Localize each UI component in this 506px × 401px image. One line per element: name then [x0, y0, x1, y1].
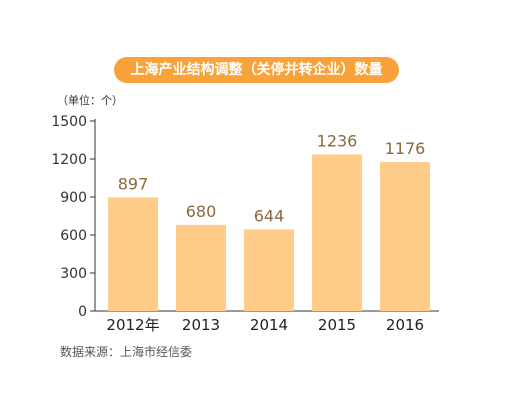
y-tick-label: 0 [78, 304, 87, 320]
bar [312, 154, 362, 311]
bar-value-label: 1176 [385, 139, 426, 158]
category-label: 2016 [386, 316, 424, 334]
category-labels: 2012年 2013 2014 2015 2016 [106, 316, 424, 334]
y-tick-label: 300 [60, 266, 87, 282]
y-tick-label: 1500 [51, 114, 87, 130]
category-label: 2014 [250, 316, 288, 334]
bars [108, 154, 430, 311]
value-labels: 897 680 644 1236 1176 [118, 131, 426, 225]
y-tick-label: 1200 [51, 152, 87, 168]
category-label: 2012年 [106, 316, 159, 334]
bar [244, 229, 294, 311]
chart-title: 上海产业结构调整（关停并转企业）数量 [114, 57, 399, 83]
bar-value-label: 680 [186, 202, 217, 221]
category-label: 2015 [318, 316, 356, 334]
bar-value-label: 1236 [317, 131, 358, 150]
unit-label: （单位：个） [57, 94, 123, 107]
bar [176, 224, 226, 311]
y-tick-label: 600 [60, 228, 87, 244]
y-axis: 0 300 600 900 1200 1500 [51, 114, 96, 320]
bar [380, 162, 430, 311]
source-note: 数据来源：上海市经信委 [60, 345, 193, 359]
category-label: 2013 [182, 316, 220, 334]
bar [108, 197, 158, 311]
bar-value-label: 644 [254, 206, 285, 225]
y-tick-label: 900 [60, 190, 87, 206]
bar-value-label: 897 [118, 174, 149, 193]
